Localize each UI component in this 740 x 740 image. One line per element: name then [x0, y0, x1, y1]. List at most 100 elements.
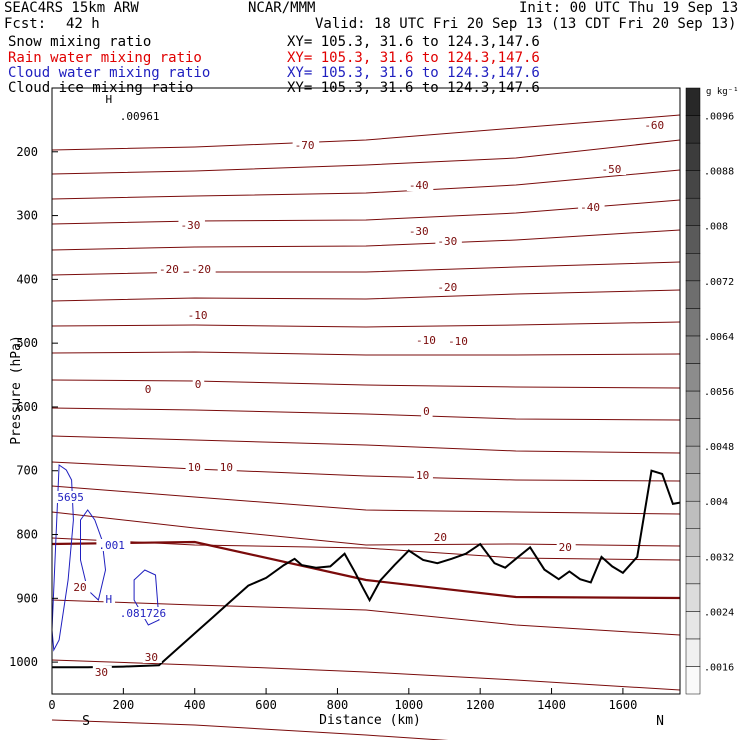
y-tick-label: 1000	[9, 655, 38, 669]
label-backdrop	[157, 263, 184, 275]
contour-label: -60	[644, 119, 664, 132]
field-name-snow: Snow mixing ratio	[8, 34, 152, 50]
y-tick-label: 300	[16, 209, 38, 223]
contour-label: .001	[98, 539, 125, 552]
label-backdrop	[446, 335, 473, 347]
colorbar-segment	[685, 445, 701, 474]
field-xy-rain: XY= 105.3, 31.6 to 124.3,147.6	[287, 50, 540, 66]
temperature-contour	[51, 659, 681, 691]
colorbar-segment	[685, 280, 701, 309]
field-xy-cloud-water: XY= 105.3, 31.6 to 124.3,147.6	[287, 65, 540, 81]
label-backdrop	[178, 219, 205, 231]
label-backdrop	[189, 263, 216, 275]
label-backdrop	[556, 541, 576, 553]
colorbar-segment	[685, 418, 701, 447]
label-backdrop	[413, 469, 433, 481]
temperature-contour	[51, 485, 681, 515]
contour-label: -10	[188, 309, 208, 322]
contour-label: 20	[434, 531, 447, 544]
contour-label: .081726	[120, 607, 166, 620]
colorbar-segment	[685, 473, 701, 502]
contour-label: -50	[602, 163, 622, 176]
colorbar-segment	[685, 556, 701, 585]
colorbar-segment	[685, 500, 701, 529]
colorbar-tick-label: .0088	[704, 167, 734, 178]
colorbar-segment	[685, 197, 701, 226]
label-backdrop	[421, 405, 433, 417]
contour-label: -30	[437, 235, 457, 248]
y-tick-label: 200	[16, 145, 38, 159]
temperature-contour	[51, 289, 681, 302]
colorbar-segment	[685, 225, 701, 254]
colorbar-tick-label: .0016	[704, 662, 734, 673]
contour-labels: -70-60-50-40-40-30 -30-30-20 -20-20-10-10-…	[55, 93, 669, 679]
contour-label: .00961	[120, 110, 160, 123]
init-time: Init: 00 UTC Thu 19 Sep 13	[519, 0, 739, 16]
label-backdrop	[217, 461, 237, 473]
temperature-contour	[51, 540, 681, 600]
contour-label: 10	[220, 461, 233, 474]
x-tick-label: 1200	[466, 698, 495, 712]
temperature-contour	[51, 229, 681, 251]
y-tick-label: 600	[16, 400, 38, 414]
forecast-label: Fcst:	[4, 16, 47, 32]
temperature-contour	[51, 321, 681, 328]
cloud-water-contour	[51, 464, 74, 652]
field-name-cloud-water: Cloud water mixing ratio	[8, 65, 211, 81]
colorbar-segment	[685, 583, 701, 612]
contour-label: -10	[416, 334, 436, 347]
y-tick-label: 700	[16, 464, 38, 478]
temperature-contour	[51, 511, 681, 547]
label-backdrop	[292, 139, 320, 151]
valid-time: Valid: 18 UTC Fri 20 Sep 13 (13 CDT Fri …	[315, 16, 737, 32]
colorbar-segment	[685, 170, 701, 199]
temperature-contour	[51, 719, 449, 740]
contour-label: -30	[409, 225, 429, 238]
contour-label: 30	[95, 666, 108, 679]
colorbar-tick-label: .0096	[704, 112, 734, 123]
contour-label: 10	[188, 461, 201, 474]
temperature-contour	[51, 435, 681, 454]
contour-label: 0	[195, 378, 202, 391]
temperature-contour	[51, 199, 681, 225]
contour-label: 5695	[57, 491, 84, 504]
label-backdrop	[599, 163, 626, 175]
x-tick-label: 1600	[608, 698, 637, 712]
colorbar-segment	[685, 115, 701, 144]
label-backdrop	[92, 666, 112, 678]
label-backdrop	[192, 378, 205, 390]
colorbar-segment	[685, 638, 701, 667]
contour-label: -30	[180, 219, 200, 232]
colorbar-tick-label: .0064	[704, 332, 734, 343]
contour-label: -40	[580, 201, 600, 214]
label-backdrop	[117, 110, 167, 122]
cloud-water-contour	[133, 569, 160, 626]
label-backdrop	[431, 531, 451, 543]
colorbar-segment	[685, 335, 701, 364]
colorbar-segment	[685, 611, 701, 640]
field-xy-snow: XY= 105.3, 31.6 to 124.3,147.6	[287, 34, 540, 50]
colorbar-tick-label: .004	[704, 497, 728, 508]
colorbar-segment	[685, 253, 701, 282]
contour-label: -40	[409, 179, 429, 192]
colorbar-tick-label: .008	[704, 222, 728, 233]
temperature-contour	[51, 461, 681, 482]
temperature-contour	[51, 114, 681, 151]
colorbar-tick-label: .0048	[704, 442, 734, 453]
contour-label: 10	[416, 469, 429, 482]
model-name: SEAC4RS 15km ARW	[4, 0, 139, 16]
temperature-contour	[51, 169, 681, 200]
contour-label: H	[106, 93, 113, 106]
temperature-contour	[51, 139, 681, 175]
x-tick-label: 200	[113, 698, 135, 712]
contour-label: -20	[191, 263, 211, 276]
label-backdrop	[435, 281, 462, 293]
contour-label: 30	[145, 651, 158, 664]
y-tick-label: 500	[16, 336, 38, 350]
label-backdrop	[71, 581, 91, 593]
label-backdrop	[435, 235, 462, 247]
y-tick-label: 400	[16, 272, 38, 286]
label-backdrop	[413, 334, 441, 346]
colorbar-segment	[685, 666, 701, 695]
